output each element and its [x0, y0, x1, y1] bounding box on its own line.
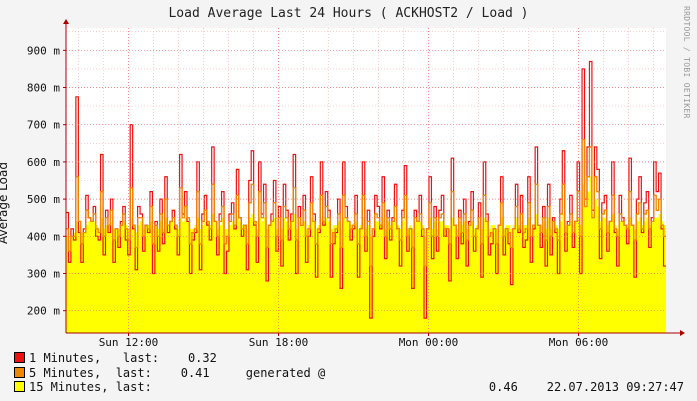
legend-swatch-5min — [14, 367, 25, 378]
legend-last-15min-generated: 0.46 22.07.2013 09:27:47 — [488, 380, 684, 394]
x-tick-label: Mon 00:00 — [399, 336, 459, 349]
legend-label-15min: 15 Minutes, last: — [29, 380, 152, 394]
legend-row-1min: 1 Minutes, last: 0.32 — [14, 351, 217, 365]
y-tick-label: 900 m — [27, 44, 60, 57]
rrdtool-watermark: RRDTOOL / TOBI OETIKER — [682, 6, 691, 119]
x-axis-arrow — [680, 330, 685, 336]
y-tick-label: 600 m — [27, 156, 60, 169]
legend-label-1min: 1 Minutes, last: 0.32 — [29, 351, 217, 365]
x-tick-label: Sun 12:00 — [99, 336, 159, 349]
y-tick-label: 300 m — [27, 267, 60, 280]
y-axis-arrow — [63, 19, 69, 24]
series-line-5min-overlay — [66, 138, 666, 267]
legend-row-15min: 15 Minutes, last: — [14, 380, 152, 394]
y-tick-label: 500 m — [27, 193, 60, 206]
x-tick-label: Sun 18:00 — [249, 336, 309, 349]
legend-swatch-1min — [14, 352, 25, 363]
x-tick-label: Mon 06:00 — [549, 336, 609, 349]
y-tick-label: 200 m — [27, 305, 60, 318]
y-tick-label: 700 m — [27, 119, 60, 132]
chart-title: Load Average Last 24 Hours ( ACKHOST2 / … — [168, 6, 529, 21]
legend-row-5min: 5 Minutes, last: 0.41 generated @ — [14, 366, 325, 380]
series-line-1min — [66, 60, 666, 319]
series-area-15min — [66, 176, 666, 333]
legend-swatch-15min — [14, 381, 25, 392]
legend-label-5min: 5 Minutes, last: 0.41 generated @ — [29, 366, 326, 380]
y-tick-label: 400 m — [27, 230, 60, 243]
y-tick-label: 800 m — [27, 82, 60, 95]
